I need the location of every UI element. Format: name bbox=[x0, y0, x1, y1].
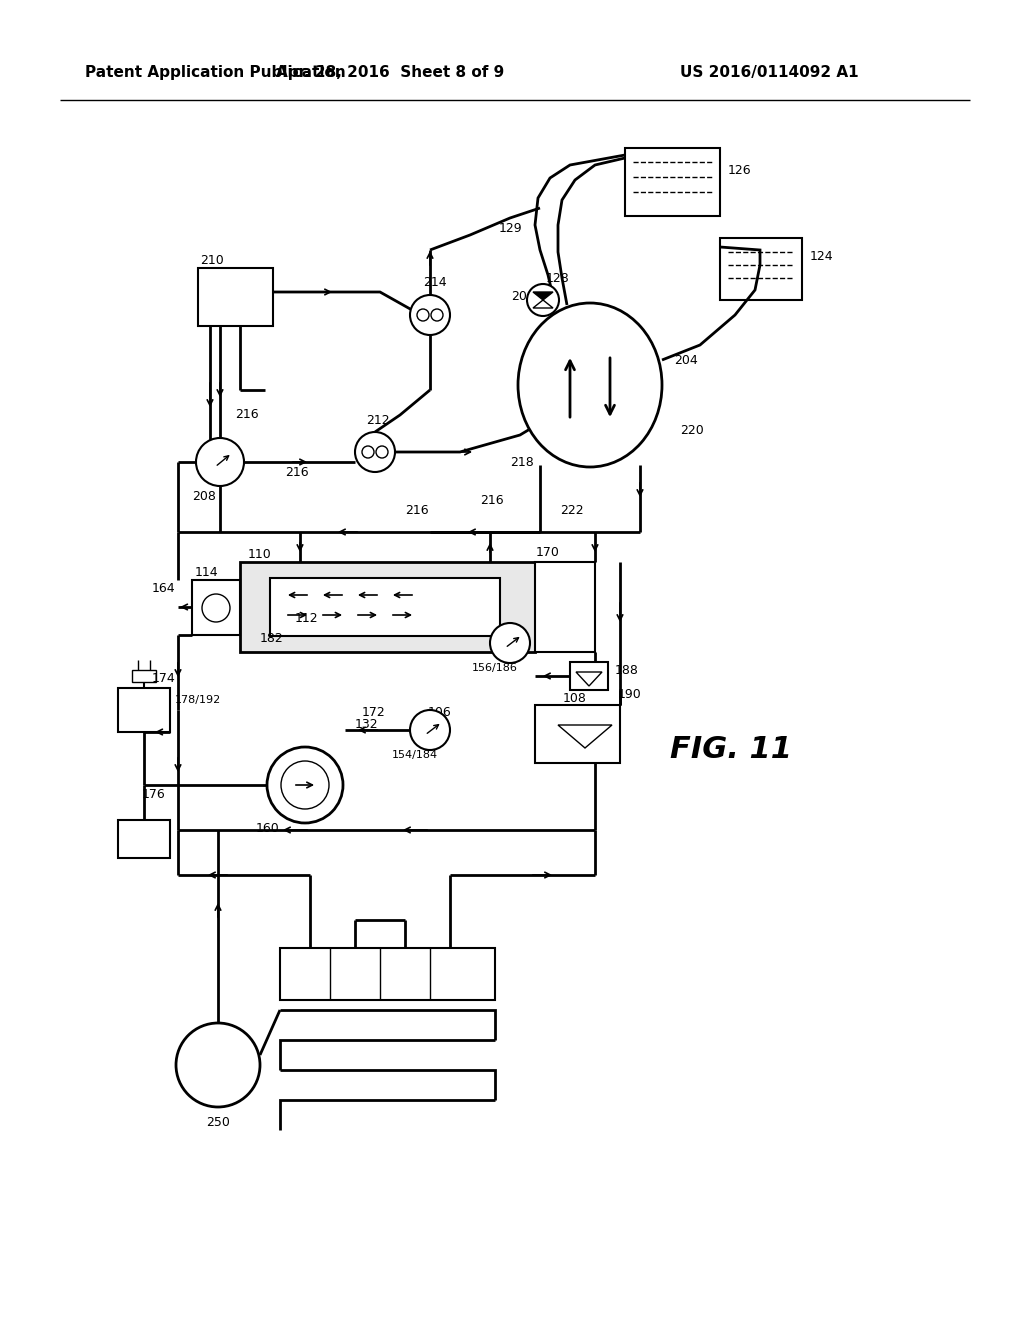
Text: 126: 126 bbox=[728, 164, 752, 177]
Text: 132: 132 bbox=[355, 718, 379, 731]
Text: 218: 218 bbox=[510, 455, 534, 469]
Text: 204: 204 bbox=[674, 354, 697, 367]
Bar bbox=[570, 663, 608, 690]
Bar bbox=[193, 579, 240, 635]
Bar bbox=[118, 688, 170, 733]
Circle shape bbox=[431, 309, 443, 321]
Text: 164: 164 bbox=[152, 582, 175, 594]
Text: 216: 216 bbox=[285, 466, 308, 479]
Text: 214: 214 bbox=[423, 276, 446, 289]
Text: 170: 170 bbox=[536, 545, 560, 558]
Circle shape bbox=[362, 446, 374, 458]
Text: 156/186: 156/186 bbox=[472, 663, 518, 673]
Circle shape bbox=[202, 594, 230, 622]
Text: 172: 172 bbox=[361, 705, 385, 718]
Text: 222: 222 bbox=[560, 503, 584, 516]
Text: 108: 108 bbox=[563, 692, 587, 705]
Text: 188: 188 bbox=[615, 664, 639, 676]
Text: 210: 210 bbox=[200, 253, 224, 267]
Text: 114: 114 bbox=[195, 566, 219, 579]
Circle shape bbox=[527, 284, 559, 315]
Bar bbox=[132, 671, 156, 682]
Circle shape bbox=[410, 710, 450, 750]
Ellipse shape bbox=[518, 304, 662, 467]
Text: FIG. 11: FIG. 11 bbox=[670, 735, 792, 764]
Text: 212: 212 bbox=[367, 413, 390, 426]
Circle shape bbox=[410, 294, 450, 335]
Text: 216: 216 bbox=[480, 494, 504, 507]
Polygon shape bbox=[534, 300, 553, 308]
Text: 190: 190 bbox=[618, 689, 642, 701]
Text: 110: 110 bbox=[248, 548, 271, 561]
Text: 112: 112 bbox=[295, 611, 318, 624]
Polygon shape bbox=[575, 672, 602, 686]
Bar bbox=[625, 148, 720, 216]
Bar bbox=[535, 562, 595, 652]
Circle shape bbox=[417, 309, 429, 321]
Text: 216: 216 bbox=[234, 408, 259, 421]
Bar bbox=[270, 578, 500, 636]
Circle shape bbox=[267, 747, 343, 822]
Text: 216: 216 bbox=[406, 503, 429, 516]
Bar bbox=[118, 820, 170, 858]
Text: 206: 206 bbox=[511, 290, 535, 304]
Circle shape bbox=[490, 623, 530, 663]
Bar bbox=[280, 948, 495, 1001]
Text: 154/184: 154/184 bbox=[392, 750, 438, 760]
Circle shape bbox=[281, 762, 329, 809]
Text: Patent Application Publication: Patent Application Publication bbox=[85, 65, 346, 79]
Circle shape bbox=[176, 1023, 260, 1107]
Text: 106: 106 bbox=[428, 705, 452, 718]
Text: 250: 250 bbox=[206, 1117, 230, 1130]
Polygon shape bbox=[558, 725, 612, 748]
Text: 220: 220 bbox=[680, 424, 703, 437]
Text: US 2016/0114092 A1: US 2016/0114092 A1 bbox=[680, 65, 859, 79]
Text: 182: 182 bbox=[260, 631, 284, 644]
Circle shape bbox=[376, 446, 388, 458]
Bar bbox=[535, 705, 620, 763]
Text: 208: 208 bbox=[193, 491, 216, 503]
Text: 128: 128 bbox=[546, 272, 569, 285]
Text: 129: 129 bbox=[499, 222, 522, 235]
Circle shape bbox=[196, 438, 244, 486]
Text: 160: 160 bbox=[256, 821, 280, 834]
Circle shape bbox=[355, 432, 395, 473]
Text: 176: 176 bbox=[141, 788, 165, 801]
Bar bbox=[720, 238, 802, 300]
Bar bbox=[240, 562, 535, 652]
Bar bbox=[198, 268, 273, 326]
Text: 178/192: 178/192 bbox=[175, 696, 221, 705]
Polygon shape bbox=[534, 292, 553, 300]
Text: 124: 124 bbox=[810, 251, 834, 264]
Text: 174: 174 bbox=[152, 672, 175, 685]
Text: Apr. 28, 2016  Sheet 8 of 9: Apr. 28, 2016 Sheet 8 of 9 bbox=[275, 65, 504, 79]
